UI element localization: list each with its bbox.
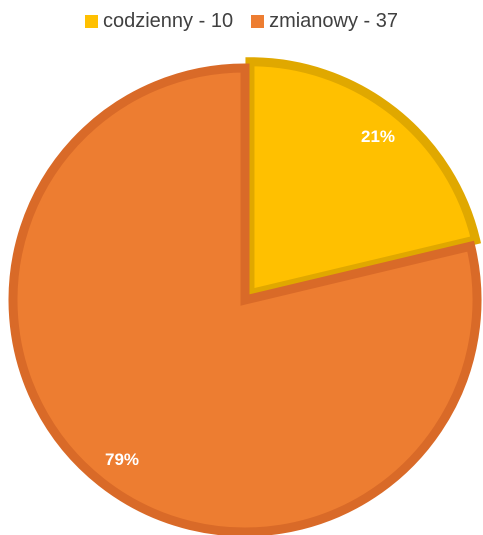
legend-swatch-codzienny — [84, 15, 98, 28]
pie-slice-codzienny — [245, 57, 482, 300]
slice-label-codzienny: 21% — [361, 127, 395, 146]
legend-label-zmianowy: zmianowy - 37 — [269, 10, 398, 32]
legend: codzienny - 10 zmianowy - 37 — [0, 10, 483, 33]
slice-label-zmianowy: 79% — [105, 450, 139, 469]
legend-item-zmianowy: zmianowy - 37 — [251, 10, 398, 33]
legend-swatch-zmianowy — [251, 15, 265, 28]
legend-item-codzienny: codzienny - 10 — [84, 10, 234, 33]
pie-slice-zmianowy — [8, 63, 482, 535]
legend-label-codzienny: codzienny - 10 — [102, 10, 234, 32]
